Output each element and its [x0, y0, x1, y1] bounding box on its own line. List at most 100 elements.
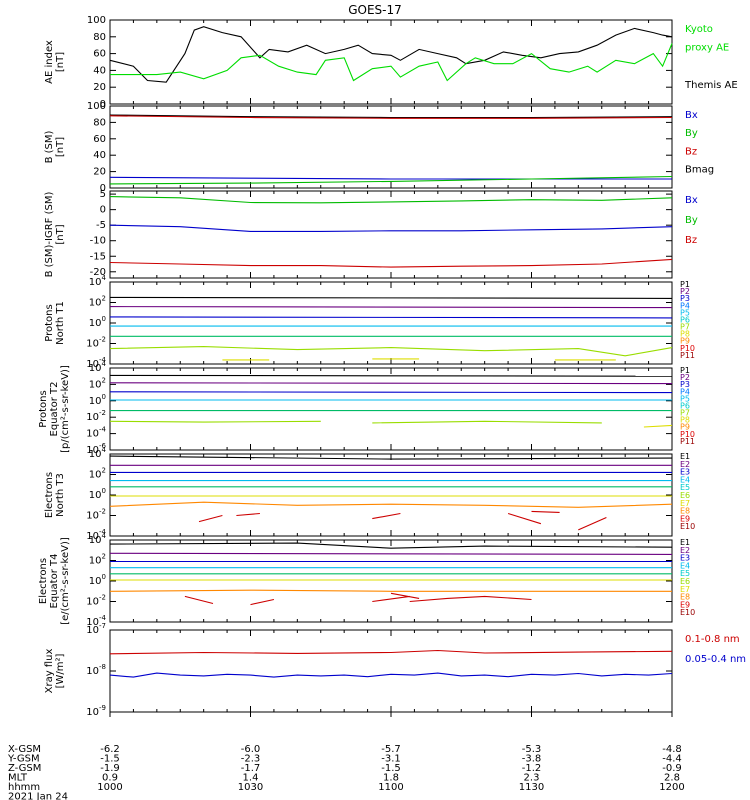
legend-item: E7 — [680, 585, 690, 594]
y-tick-label: 10-4 — [86, 426, 106, 440]
series-line — [507, 512, 542, 525]
legend-item: P4 — [680, 387, 690, 396]
legend-item: P10 — [680, 430, 695, 439]
footer-value: -1.9 — [100, 763, 120, 774]
series-line — [109, 224, 673, 232]
y-tick-label: 5 — [100, 189, 106, 200]
legend-item: By — [685, 128, 698, 139]
series-line — [578, 516, 607, 531]
legend-item: 0.1-0.8 nm — [685, 634, 740, 645]
series-line — [236, 512, 260, 517]
y-tick-label: 60 — [93, 49, 106, 60]
legend-item: P11 — [680, 351, 695, 360]
footer-row-label: Y-GSM — [7, 754, 40, 765]
y-tick-label: 0 — [100, 205, 106, 216]
footer-value: 1200 — [659, 782, 684, 793]
legend-item: E9 — [680, 514, 690, 523]
series-line — [184, 595, 214, 605]
y-tick-label: 104 — [89, 360, 107, 374]
panel-frame — [109, 539, 673, 623]
series-line — [109, 552, 673, 555]
footer-value: -0.9 — [662, 763, 682, 774]
y-axis-label: [e/(cm²-s-sr-keV)] — [60, 537, 71, 625]
series-line — [109, 672, 673, 678]
footer-row-label: hhmm — [8, 782, 40, 793]
legend-item: E10 — [680, 608, 695, 617]
legend-item: P1 — [680, 366, 690, 375]
series-line — [109, 196, 673, 204]
legend-item: By — [685, 215, 698, 226]
legend-item: E5 — [680, 483, 690, 492]
footer-value: -3.8 — [522, 754, 542, 765]
legend-item: E6 — [680, 491, 690, 500]
y-tick-label: -5 — [96, 220, 106, 231]
legend-item: E2 — [680, 546, 690, 555]
panel-xray: 10-9 10-8 10-7 Xray flux [W/m²] 0.1-0.8 nm 0.0… — [44, 622, 746, 718]
legend-item: P5 — [680, 394, 690, 403]
legend-item: P7 — [680, 409, 690, 418]
legend-item: P6 — [680, 315, 690, 324]
y-axis-label: Electrons — [38, 558, 49, 604]
y-tick-label: -10 — [90, 236, 106, 247]
series-line — [109, 258, 673, 268]
panel-bigrf: -20 -15 -10 -5 0 5 B (SM)-IGRF (SM) [nT] Bx By Bz — [44, 189, 698, 279]
panel-bsm: 0 20 40 60 80 100 B (SM) [nT] Bx By Bz Bmag — [44, 101, 714, 194]
y-tick-label: 104 — [89, 446, 107, 460]
panel-frame — [109, 629, 673, 713]
y-tick-label: 100 — [87, 15, 106, 26]
series-line — [250, 598, 275, 606]
y-axis-label: [nT] — [55, 52, 66, 72]
legend-item: E1 — [680, 452, 690, 461]
series-line — [109, 316, 673, 319]
y-tick-label: 102 — [89, 376, 106, 390]
legend-item: E10 — [680, 522, 695, 531]
series-line — [109, 391, 673, 394]
footer-value: -6.2 — [100, 744, 120, 755]
series-line — [109, 115, 673, 119]
y-tick-label: 20 — [93, 82, 106, 93]
y-tick-label: 100 — [89, 315, 106, 329]
footer-value: 2.3 — [524, 773, 540, 784]
footer-value: 1100 — [378, 782, 403, 793]
legend-item: E5 — [680, 569, 690, 578]
y-tick-label: 100 — [89, 393, 106, 407]
series-line — [372, 512, 401, 520]
footer-value: -1.5 — [100, 754, 120, 765]
y-axis-label: Equator T4 — [49, 554, 60, 609]
footer-value: -4.4 — [662, 754, 682, 765]
footer-value: 2.8 — [664, 773, 680, 784]
legend-item: P4 — [680, 301, 690, 310]
chart-title: GOES-17 — [348, 3, 402, 17]
legend-item: E4 — [680, 561, 690, 570]
y-tick-label: 10-7 — [86, 622, 106, 636]
panel-frame — [109, 281, 673, 365]
footer-value: 1.4 — [243, 773, 259, 784]
y-axis-label: [W/m²] — [55, 653, 66, 688]
legend-item: P3 — [680, 380, 690, 389]
series-line — [109, 26, 673, 83]
legend-item: proxy AE — [685, 43, 729, 54]
y-tick-label: 10-2 — [86, 409, 106, 423]
legend-item: E6 — [680, 577, 690, 586]
series-line — [109, 382, 673, 385]
legend-item: E8 — [680, 507, 690, 516]
footer-value: -6.0 — [241, 744, 261, 755]
y-axis-label: B (SM)-IGRF (SM) — [44, 192, 55, 278]
footer-value: 1130 — [519, 782, 544, 793]
footer-row-label: MLT — [8, 773, 28, 784]
series-line — [372, 595, 410, 603]
legend-item: P7 — [680, 323, 690, 332]
footer-value: 1030 — [238, 782, 263, 793]
y-tick-label: 20 — [93, 167, 106, 178]
series-line — [110, 43, 673, 82]
legend-item: P9 — [680, 423, 690, 432]
series-line — [409, 595, 532, 603]
legend-item: Bx — [685, 195, 698, 206]
y-tick-label: 10-2 — [86, 336, 106, 350]
footer-value: -1.7 — [241, 763, 261, 774]
footer-value: -3.1 — [381, 754, 401, 765]
panel-frame — [109, 367, 673, 451]
